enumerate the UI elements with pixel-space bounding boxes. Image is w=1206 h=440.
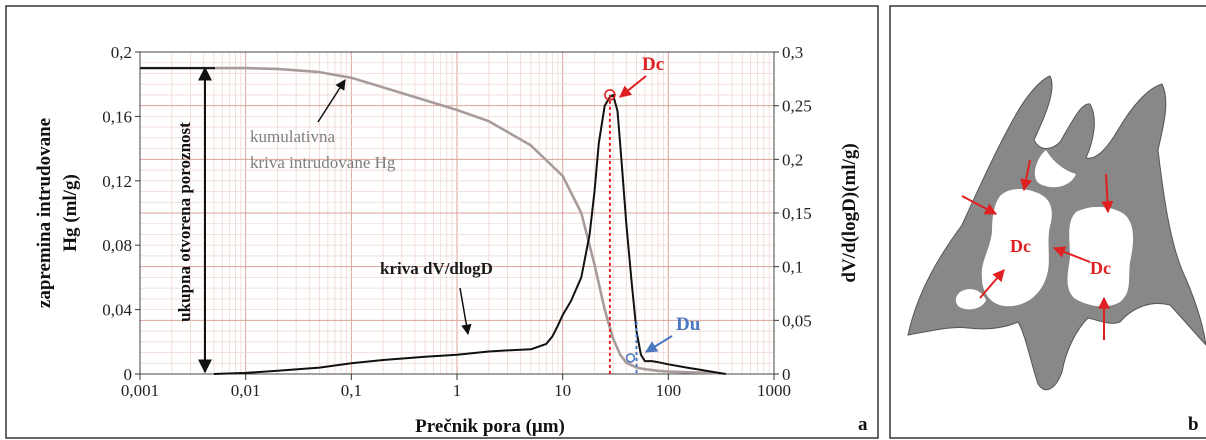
y-right-tick-label: 0,15 xyxy=(782,204,812,223)
x-tick-label: 1000 xyxy=(757,381,791,400)
dc-annotation: Dc xyxy=(619,54,664,98)
dc-pointer-arrow xyxy=(619,75,647,98)
y-right-tick-label: 0 xyxy=(782,365,791,384)
y-right-tick-label: 0,05 xyxy=(782,311,812,330)
x-axis-ticks: 0,001 0,01 0,1 1 10 100 1000 xyxy=(121,374,791,400)
porosity-indicator: ukupna otvorena poroznost xyxy=(175,66,212,374)
panel-a-label: a xyxy=(858,414,868,435)
pore-dc-label-2: Dc xyxy=(1090,258,1111,278)
dc-label: Dc xyxy=(642,54,664,75)
chart-grid xyxy=(139,52,774,374)
panel-b-label: b xyxy=(1188,414,1199,435)
panel-b: Dc Dc b xyxy=(889,5,1206,439)
y-left-tick-label: 0,2 xyxy=(111,43,132,62)
cumulative-label-line2: kriva intrudovane Hg xyxy=(250,153,396,172)
x-tick-label: 0,001 xyxy=(121,381,159,400)
pore-arrows xyxy=(961,159,1114,340)
dv-label: kriva dV/dlogD xyxy=(380,259,493,278)
y-right-axis-ticks: 0 0,05 0,1 0,15 0,2 0,25 0,3 xyxy=(774,43,812,384)
x-axis-title: Prečnik pora (μm) xyxy=(415,416,565,437)
pore-dc-label-1: Dc xyxy=(1010,236,1031,256)
y-right-axis-title: dV/d(logD)(ml/g) xyxy=(839,143,860,282)
du-label: Du xyxy=(676,314,701,335)
dv-pointer-arrow xyxy=(459,287,472,336)
panel-a-frame xyxy=(5,5,879,439)
x-tick-label: 10 xyxy=(554,381,571,400)
pore-network-solid xyxy=(907,75,1206,391)
panel-a: 0,001 0,01 0,1 1 10 100 1000 0 0,04 0,08 0,12 0,16… xyxy=(5,5,879,439)
x-tick-label: 0,1 xyxy=(341,381,362,400)
y-left-tick-label: 0,08 xyxy=(102,236,132,255)
du-annotation: Du xyxy=(644,314,701,353)
y-right-tick-label: 0,25 xyxy=(782,97,812,116)
series-dvdlogd-line xyxy=(213,93,726,375)
x-tick-label: 1 xyxy=(453,381,462,400)
x-tick-label: 0,01 xyxy=(231,381,261,400)
series-layer xyxy=(140,66,726,375)
y-left-tick-label: 0,04 xyxy=(102,301,132,320)
dv-annotation: kriva dV/dlogD xyxy=(380,259,493,336)
y-right-tick-label: 0,1 xyxy=(782,258,803,277)
y-left-tick-label: 0,12 xyxy=(102,172,132,191)
y-left-axis-title-line1: zapremina intrudovane xyxy=(34,118,55,308)
panel-b-frame xyxy=(889,5,1206,439)
y-left-tick-label: 0,16 xyxy=(102,107,132,126)
du-pointer-arrow xyxy=(644,335,673,353)
y-left-axis-title-line2: Hg (ml/g) xyxy=(60,174,81,252)
dc-marker xyxy=(604,89,616,101)
cumulative-label-line1: kumulativna xyxy=(250,127,335,146)
cumulative-pointer-arrow xyxy=(317,79,346,123)
porosity-label: ukupna otvorena poroznost xyxy=(175,122,194,322)
y-right-tick-label: 0,2 xyxy=(782,150,803,169)
series-cumulative-line xyxy=(140,66,719,375)
du-marker xyxy=(625,353,636,363)
y-left-axis-ticks: 0 0,04 0,08 0,12 0,16 0,2 xyxy=(102,43,140,384)
cumulative-annotation: kumulativna kriva intrudovane Hg xyxy=(250,79,396,172)
y-right-tick-label: 0,3 xyxy=(782,43,803,62)
y-left-tick-label: 0 xyxy=(124,365,133,384)
x-tick-label: 100 xyxy=(656,381,682,400)
